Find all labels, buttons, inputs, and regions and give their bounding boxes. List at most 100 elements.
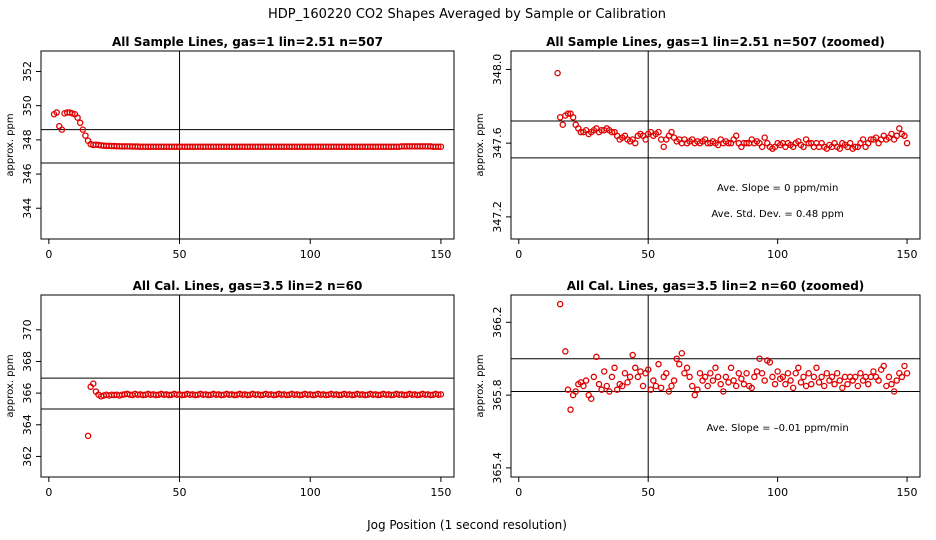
y-tick-label: 364	[21, 414, 34, 435]
data-point	[818, 373, 825, 381]
x-tick-label: 50	[173, 248, 187, 261]
data-point	[688, 382, 696, 390]
data-point	[598, 386, 605, 393]
data-point	[580, 382, 587, 390]
data-point	[841, 373, 849, 381]
data-point	[836, 145, 844, 152]
data-point	[634, 373, 642, 381]
x-tick-label: 100	[300, 486, 321, 499]
data-point	[582, 377, 590, 384]
data-point	[564, 386, 572, 393]
data-point	[691, 391, 699, 399]
data-point	[890, 388, 898, 395]
data-point	[720, 388, 727, 395]
y-tick-label: 347.6	[491, 127, 504, 159]
y-tick-label: 352	[21, 61, 34, 82]
data-point	[660, 143, 667, 151]
data-point	[686, 373, 693, 381]
data-point	[632, 364, 639, 372]
data-point	[678, 349, 686, 357]
data-point	[655, 360, 662, 368]
x-tick-label: 150	[897, 248, 918, 261]
data-point	[567, 406, 574, 413]
x-tick-label: 100	[767, 248, 788, 261]
data-point	[758, 143, 766, 151]
plot-frame	[40, 294, 455, 478]
data-point	[820, 382, 828, 390]
x-tick-label: 100	[767, 486, 788, 499]
data-point	[787, 377, 794, 384]
data-point	[657, 136, 665, 143]
data-point	[681, 370, 688, 377]
x-tick-label: 0	[45, 248, 52, 261]
data-point	[665, 388, 673, 395]
data-point	[896, 125, 903, 132]
data-point	[608, 373, 616, 381]
data-point	[676, 360, 683, 368]
data-point	[53, 109, 60, 116]
data-point	[748, 384, 755, 392]
data-point	[857, 370, 864, 377]
data-point	[732, 382, 740, 390]
data-point	[800, 143, 807, 151]
figure-x-label: Jog Position (1 second resolution)	[366, 518, 567, 532]
data-point	[629, 351, 636, 359]
data-point	[828, 373, 836, 381]
panel-title: All Sample Lines, gas=1 lin=2.51 n=507 (…	[546, 35, 885, 49]
data-point	[663, 370, 670, 377]
data-point	[437, 391, 445, 398]
data-point	[707, 370, 714, 377]
y-axis-label: approx. ppm	[5, 354, 16, 417]
data-point	[738, 375, 745, 382]
panel-title: All Cal. Lines, gas=3.5 lin=2 n=60	[133, 279, 363, 293]
data-point	[694, 386, 701, 393]
data-point	[437, 143, 445, 150]
data-point	[668, 128, 675, 136]
data-point	[626, 373, 634, 381]
data-point	[761, 377, 768, 384]
data-point	[805, 370, 812, 377]
data-point	[782, 380, 789, 388]
data-point	[637, 368, 644, 375]
x-tick-label: 0	[45, 486, 52, 499]
data-point	[823, 370, 831, 377]
y-tick-label: 344	[21, 198, 34, 219]
data-point	[725, 379, 732, 386]
data-point	[901, 132, 908, 140]
data-point	[859, 136, 867, 143]
data-point	[779, 373, 787, 381]
data-point	[903, 370, 911, 377]
x-tick-label: 100	[300, 248, 321, 261]
stat-annotation: Ave. Slope = –0.01 ppm/min	[706, 423, 848, 434]
data-point	[619, 382, 626, 390]
data-point	[893, 377, 900, 384]
data-point	[704, 382, 711, 390]
y-tick-label: 347.2	[491, 201, 504, 233]
data-point	[852, 373, 859, 381]
data-point	[743, 139, 750, 147]
panel-title: All Cal. Lines, gas=3.5 lin=2 n=60 (zoom…	[567, 279, 865, 293]
y-tick-label: 350	[21, 95, 34, 116]
data-point	[815, 379, 823, 386]
data-point	[758, 370, 766, 377]
data-point	[600, 368, 608, 375]
data-point	[74, 114, 81, 121]
data-point	[642, 136, 649, 143]
data-point	[82, 132, 89, 139]
data-point	[647, 386, 655, 393]
data-point	[901, 362, 908, 370]
data-point	[898, 373, 906, 381]
data-point	[769, 373, 776, 381]
data-point	[58, 126, 66, 133]
data-point	[657, 384, 665, 392]
data-point	[655, 128, 662, 136]
stat-annotation: Ave. Std. Dev. = 0.48 ppm	[711, 209, 843, 220]
data-point	[650, 377, 657, 384]
data-point	[740, 380, 748, 388]
data-point	[761, 134, 768, 141]
data-point	[639, 382, 647, 390]
data-point	[753, 368, 761, 375]
x-tick-label: 150	[430, 248, 451, 261]
plot-frame	[40, 50, 455, 240]
